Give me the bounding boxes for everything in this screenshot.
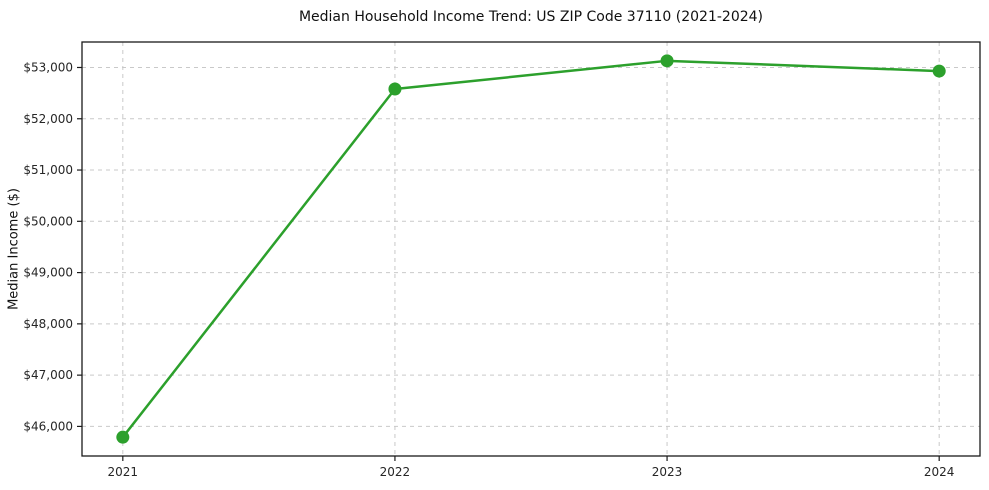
trend-line [121, 59, 941, 439]
chart-title: Median Household Income Trend: US ZIP Co… [298, 9, 764, 25]
data-point-2022 [388, 82, 402, 96]
x-tick-label: 2022 [380, 465, 411, 479]
y-tick-label: $52,000 [23, 112, 73, 126]
x-tick-label: 2021 [108, 465, 139, 479]
plot-border [81, 41, 981, 457]
y-tick-label: $50,000 [23, 214, 73, 228]
y-tick-label: $53,000 [23, 60, 73, 74]
y-tick-label: $48,000 [23, 317, 73, 331]
y-tick-label: $51,000 [23, 163, 73, 177]
data-point-2021 [116, 430, 130, 444]
y-tick-label: $47,000 [23, 368, 73, 382]
data-point-2023 [660, 54, 674, 68]
y-tick-label: $46,000 [23, 419, 73, 433]
data-point-2024 [932, 64, 946, 78]
x-tick-label: 2023 [652, 465, 683, 479]
x-tick-label: 2024 [924, 465, 955, 479]
y-tick-label: $49,000 [23, 266, 73, 280]
